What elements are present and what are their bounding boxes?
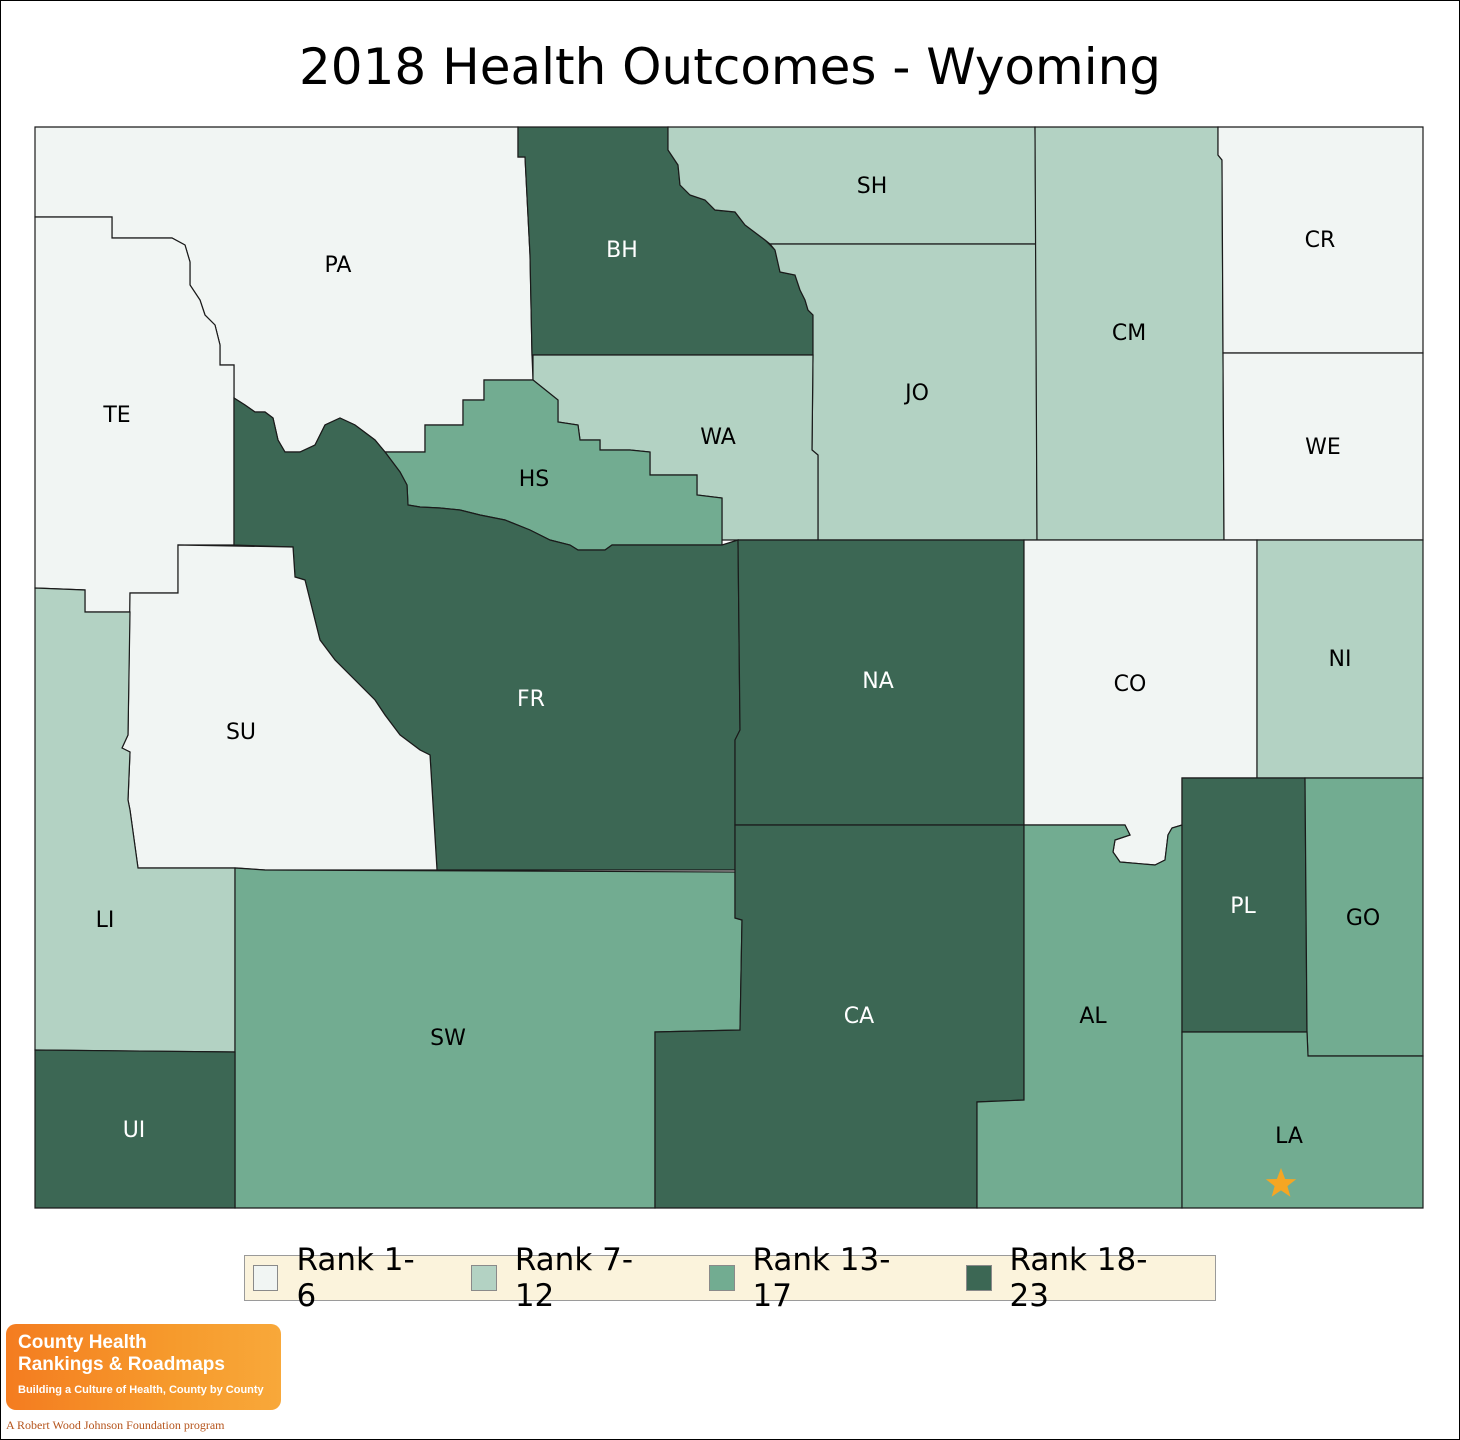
county-label-CR: CR [1305,228,1336,253]
county-label-WE: WE [1305,435,1341,460]
legend-label: Rank 13-17 [752,1242,891,1314]
county-LA[interactable] [1181,1031,1424,1209]
map-title: 2018 Health Outcomes - Wyoming [298,38,1162,96]
county-label-SU: SU [226,720,256,745]
county-label-HS: HS [519,467,550,492]
legend-label: Rank 18-23 [1009,1242,1148,1314]
county-label-SW: SW [430,1026,466,1051]
county-AL[interactable] [976,824,1183,1209]
county-label-FR: FR [517,687,545,712]
county-label-CO: CO [1114,672,1147,697]
legend: Rank 1-6 Rank 7-12 Rank 13-17 Rank 18-23 [244,1242,1216,1314]
county-label-PA: PA [325,253,352,278]
county-label-CA: CA [844,1004,874,1029]
legend-swatch [253,1265,279,1291]
county-label-LI: LI [96,908,115,933]
legend-item-rank-13-17: Rank 13-17 [709,1242,926,1314]
county-label-GO: GO [1346,906,1380,931]
legend-swatch [471,1265,497,1291]
logo-title-line2: Rankings & Roadmaps [18,1354,225,1375]
county-UI[interactable] [34,1049,236,1209]
county-label-WA: WA [700,425,736,450]
legend-item-rank-7-12: Rank 7-12 [471,1242,669,1314]
county-label-NI: NI [1329,647,1352,672]
legend-label: Rank 1-6 [296,1242,415,1314]
legend-item-rank-18-23: Rank 18-23 [966,1242,1183,1314]
county-label-CM: CM [1112,321,1146,346]
county-health-rankings-logo[interactable]: County Health Rankings & Roadmaps Buildi… [6,1324,281,1410]
foundation-credit: A Robert Wood Johnson Foundation program [6,1418,225,1432]
county-label-NA: NA [862,669,894,694]
logo-tagline: Building a Culture of Health, County by … [18,1384,264,1396]
legend-item-rank-1-6: Rank 1-6 [253,1242,431,1314]
star-icon [1265,1168,1297,1197]
county-label-JO: JO [903,381,929,406]
county-label-SH: SH [857,174,888,199]
county-label-TE: TE [102,403,130,428]
county-label-UI: UI [123,1118,146,1143]
legend-swatch [709,1265,735,1291]
logo-title-line1: County Health [18,1332,147,1353]
county-label-LA: LA [1275,1124,1303,1149]
county-label-PL: PL [1230,894,1256,919]
legend-swatch [966,1265,992,1291]
county-label-AL: AL [1079,1004,1107,1029]
county-label-BH: BH [606,238,638,263]
legend-label: Rank 7-12 [514,1242,634,1314]
